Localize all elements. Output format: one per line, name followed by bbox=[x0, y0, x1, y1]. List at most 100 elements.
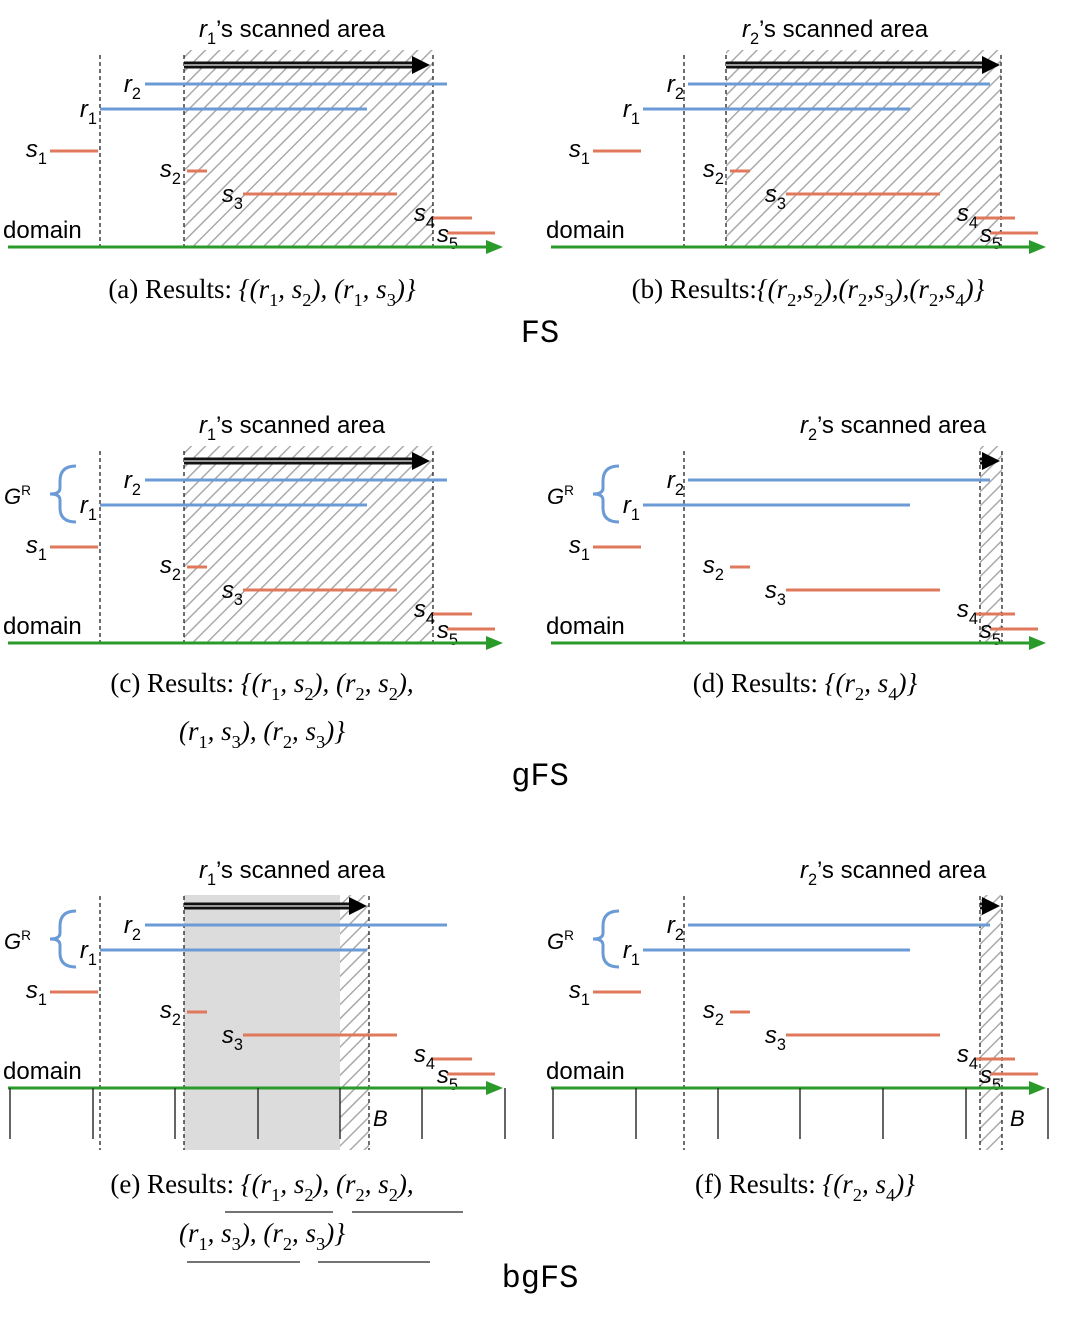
text-part: r bbox=[667, 467, 676, 494]
text-part: 1 bbox=[631, 951, 640, 969]
text-part: 1 bbox=[198, 1234, 207, 1254]
text-part: {(r bbox=[757, 274, 788, 304]
text-part: 2 bbox=[389, 1185, 398, 1205]
interval-label: r2 bbox=[667, 467, 684, 499]
text-part: s bbox=[569, 977, 581, 1004]
domain-label: domain bbox=[546, 1058, 625, 1085]
text-part: 1 bbox=[581, 150, 590, 168]
text-part: r bbox=[667, 912, 676, 939]
text-part: r bbox=[667, 71, 676, 98]
panel-title: r1’s scanned area bbox=[199, 16, 386, 48]
text-part: s bbox=[980, 221, 992, 248]
text-part: 5 bbox=[992, 235, 1001, 253]
text-part: ), (r bbox=[239, 1218, 283, 1248]
text-part: s bbox=[414, 1041, 426, 1068]
interval-label: s1 bbox=[569, 532, 590, 564]
axis-head bbox=[1029, 636, 1046, 650]
scanned-region bbox=[340, 895, 369, 1150]
arrow-head bbox=[982, 56, 1000, 74]
section-label: gFS bbox=[511, 758, 569, 795]
text-part: , s bbox=[280, 668, 304, 698]
text-part: 5 bbox=[449, 235, 458, 253]
text-part: , s bbox=[292, 716, 316, 746]
interval-label: s2 bbox=[160, 156, 181, 188]
text-part: s bbox=[569, 532, 581, 559]
interval-label: s3 bbox=[222, 1022, 243, 1054]
panel-title: r2’s scanned area bbox=[742, 16, 929, 48]
text-part: 4 bbox=[955, 290, 964, 310]
text-part: 2 bbox=[389, 684, 398, 704]
text-part: 3 bbox=[234, 195, 243, 213]
text-part: ’s scanned area bbox=[216, 857, 386, 884]
caption: (r1, s3), (r2, s3)} bbox=[179, 716, 345, 752]
text-part: R bbox=[564, 928, 574, 943]
text-part: 3 bbox=[777, 1036, 786, 1054]
text-part: s bbox=[980, 1062, 992, 1089]
interval-label: s3 bbox=[765, 181, 786, 213]
text-part: (r bbox=[179, 716, 199, 746]
text-part: ,s bbox=[796, 274, 813, 304]
interval-label: s2 bbox=[703, 156, 724, 188]
text-part: 2 bbox=[814, 290, 823, 310]
text-part: G bbox=[4, 484, 21, 509]
text-part: 3 bbox=[232, 1234, 241, 1254]
panel-title: r1’s scanned area bbox=[199, 857, 386, 889]
interval-label: r2 bbox=[667, 71, 684, 103]
text-part: 1 bbox=[269, 290, 278, 310]
text-part: 4 bbox=[426, 214, 435, 232]
text-part: ),(r bbox=[821, 274, 859, 304]
section-label: FS bbox=[521, 315, 559, 352]
text-part: 2 bbox=[132, 481, 141, 499]
interval-label: r2 bbox=[124, 71, 141, 103]
text-part: 1 bbox=[631, 110, 640, 128]
interval-label: s2 bbox=[160, 997, 181, 1029]
text-part: ’s scanned area bbox=[817, 412, 987, 439]
text-part: R bbox=[21, 483, 31, 498]
text-part: ),(r bbox=[892, 274, 930, 304]
text-part: 1 bbox=[581, 546, 590, 564]
text-part: 2 bbox=[304, 1185, 313, 1205]
panel-title: r1’s scanned area bbox=[199, 412, 386, 444]
scanned-region bbox=[184, 895, 340, 1150]
text-part: s bbox=[957, 1041, 969, 1068]
text-part: 4 bbox=[969, 214, 978, 232]
text-part: s bbox=[957, 200, 969, 227]
text-part: s bbox=[414, 596, 426, 623]
text-part: s bbox=[26, 136, 38, 163]
scanned-region bbox=[184, 50, 433, 247]
domain-label: domain bbox=[3, 613, 82, 640]
text-part: 2 bbox=[715, 170, 724, 188]
text-part: r bbox=[623, 937, 632, 964]
text-part: 1 bbox=[581, 991, 590, 1009]
axis-head bbox=[486, 240, 503, 254]
caption: (a) Results: {(r1, s2), (r1, s3)} bbox=[108, 274, 416, 310]
text-part: 1 bbox=[207, 871, 216, 889]
text-part: s bbox=[765, 1022, 777, 1049]
interval-label: r1 bbox=[80, 937, 97, 969]
domain-label: domain bbox=[3, 1058, 82, 1085]
text-part: r bbox=[80, 492, 89, 519]
interval-label: s1 bbox=[26, 532, 47, 564]
interval-label: s1 bbox=[26, 977, 47, 1009]
text-part: 1 bbox=[38, 546, 47, 564]
text-part: 2 bbox=[172, 1011, 181, 1029]
interval-label: s2 bbox=[703, 997, 724, 1029]
text-part: 2 bbox=[302, 290, 311, 310]
text-part: 1 bbox=[88, 110, 97, 128]
text-part: s bbox=[437, 617, 449, 644]
interval-label: s2 bbox=[160, 552, 181, 584]
text-part: r bbox=[800, 412, 809, 439]
text-part: r bbox=[80, 96, 89, 123]
text-part: 2 bbox=[853, 1185, 862, 1205]
text-part: r bbox=[199, 857, 208, 884]
group-brace bbox=[49, 464, 77, 524]
text-part: 5 bbox=[992, 631, 1001, 649]
text-part: s bbox=[703, 997, 715, 1024]
text-part: 1 bbox=[631, 506, 640, 524]
text-part: , s bbox=[864, 668, 888, 698]
text-part: 1 bbox=[207, 426, 216, 444]
domain-label: domain bbox=[546, 217, 625, 244]
arrow-head bbox=[982, 452, 1000, 470]
text-part: s bbox=[703, 156, 715, 183]
